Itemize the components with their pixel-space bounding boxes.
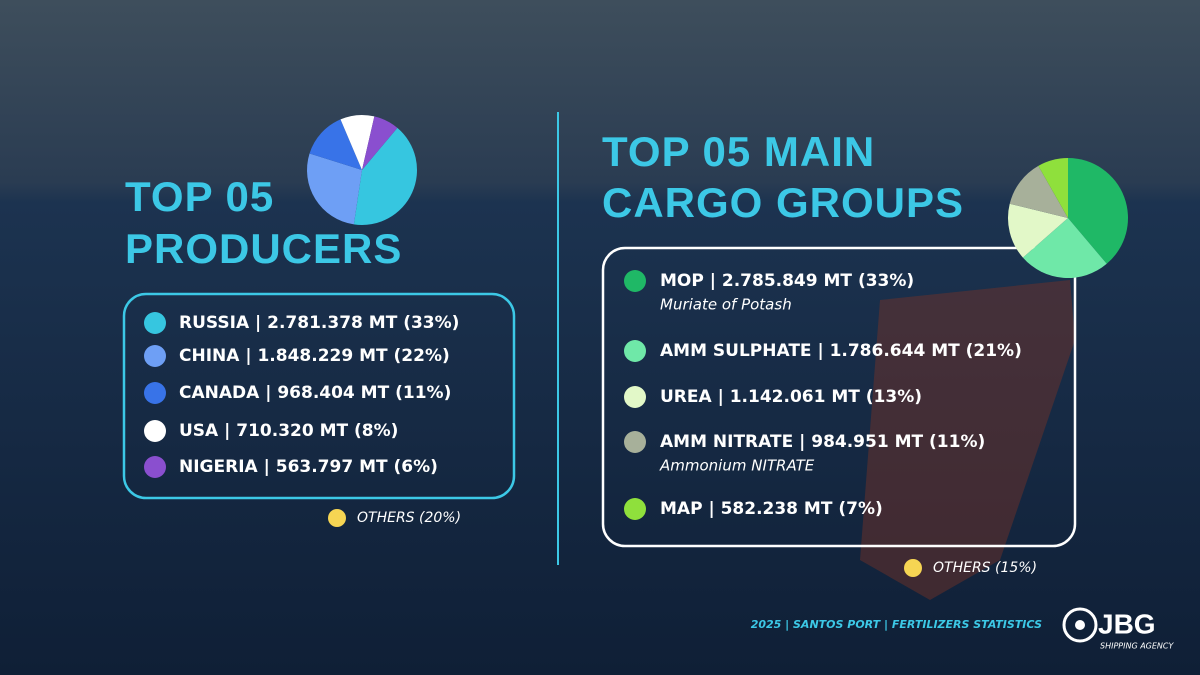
legend-label: MAP | 582.238 MT (7%) — [660, 499, 883, 519]
logo-wheel — [1062, 607, 1098, 643]
legend-label: USA | 710.320 MT (8%) — [179, 421, 398, 441]
legend-label: AMM NITRATE | 984.951 MT (11%) — [660, 432, 985, 452]
legend-label: AMM SULPHATE | 1.786.644 MT (21%) — [660, 341, 1022, 361]
legend-swatch — [624, 340, 646, 362]
legend-swatch — [624, 498, 646, 520]
others-label: OTHERS (15%) — [933, 560, 1037, 576]
legend-swatch — [624, 386, 646, 408]
pie-slice — [362, 116, 398, 170]
pie-slice — [1008, 203, 1068, 258]
others-swatch — [328, 509, 346, 527]
legend-label: RUSSIA | 2.781.378 MT (33%) — [179, 313, 459, 333]
pie-slice — [309, 119, 362, 170]
logo-name: JBG — [1098, 608, 1156, 639]
logo: JBG SHIPPING AGENCY — [1062, 607, 1174, 651]
legend-label: UREA | 1.142.061 MT (13%) — [660, 387, 922, 407]
legend-swatch — [624, 270, 646, 292]
pie-slice — [1038, 158, 1068, 218]
chart-title: TOP 05 MAIN — [602, 128, 875, 175]
legend-note: Ammonium NITRATE — [659, 457, 815, 475]
legend-label: MOP | 2.785.849 MT (33%) — [660, 271, 914, 291]
legend-swatch — [144, 420, 166, 442]
others-swatch — [904, 559, 922, 577]
chart-title: TOP 05 — [125, 173, 274, 220]
pie-slice — [353, 127, 418, 226]
chart-title: CARGO GROUPS — [602, 179, 964, 226]
legend-label: CHINA | 1.848.229 MT (22%) — [179, 346, 450, 366]
pie-slice — [1022, 218, 1107, 278]
legend-box — [601, 246, 1077, 548]
chart-title: PRODUCERS — [125, 225, 402, 272]
legend-swatch — [144, 312, 166, 334]
legend-swatch — [144, 345, 166, 367]
pie-slice — [307, 153, 362, 225]
legend-label: NIGERIA | 563.797 MT (6%) — [179, 457, 438, 477]
ship-silhouette — [860, 280, 1075, 600]
pie-slice — [1068, 158, 1129, 264]
legend-swatch — [144, 382, 166, 404]
legend-swatch — [624, 431, 646, 453]
pie-slice — [1009, 165, 1068, 218]
others-label: OTHERS (20%) — [357, 510, 461, 526]
footer: 2025 | SANTOS PORT | FERTILIZERS STATIST… — [751, 618, 1042, 631]
legend-note: Muriate of Potash — [660, 296, 792, 314]
logo-tagline: SHIPPING AGENCY — [1100, 642, 1174, 651]
legend-label: CANADA | 968.404 MT (11%) — [179, 383, 451, 403]
pie-slice — [340, 115, 375, 170]
legend-swatch — [144, 456, 166, 478]
logo-hub — [1075, 620, 1085, 630]
legend-box — [122, 292, 516, 500]
